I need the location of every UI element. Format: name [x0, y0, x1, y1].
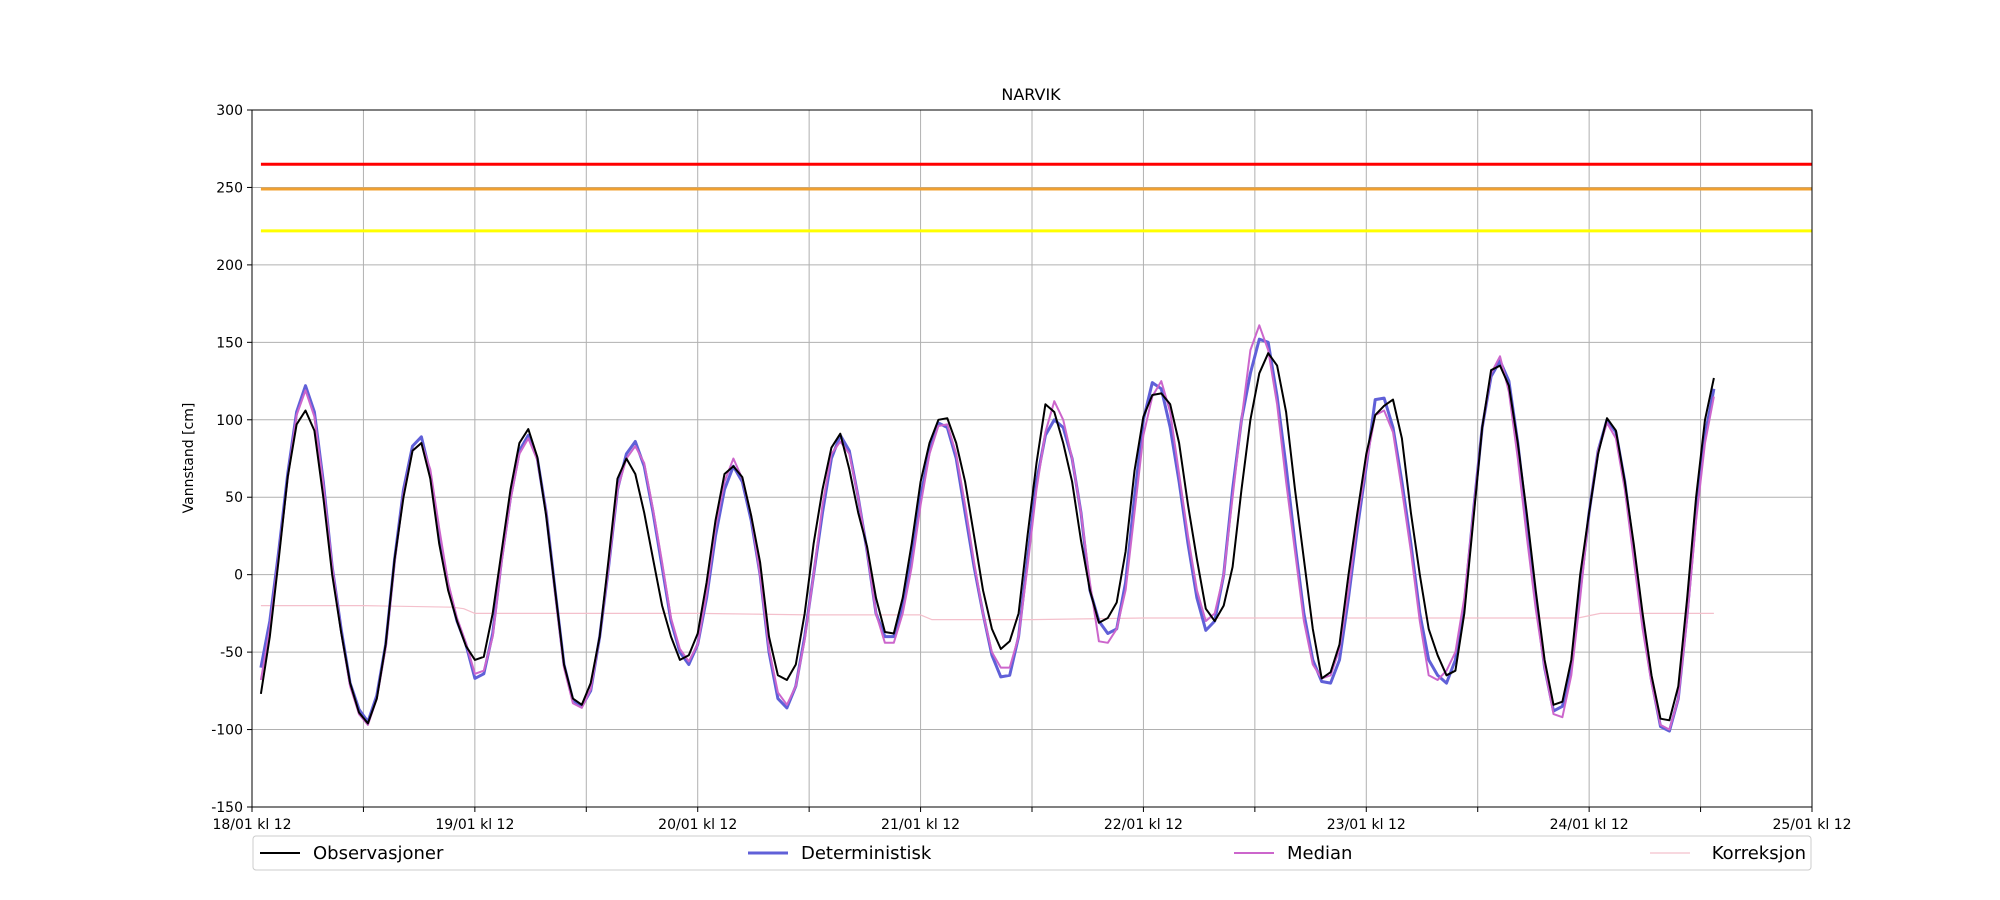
y-tick-label: 50: [225, 490, 243, 506]
x-tick-label: 20/01 kl 12: [658, 817, 737, 833]
chart-title: NARVIK: [1001, 85, 1061, 104]
x-tick-label: 21/01 kl 12: [881, 817, 960, 833]
y-tick-label: -150: [211, 800, 243, 816]
y-tick-label: 200: [216, 258, 243, 274]
legend-label: Median: [1287, 843, 1352, 864]
x-tick-label: 19/01 kl 12: [435, 817, 514, 833]
x-tick-label: 25/01 kl 12: [1772, 817, 1851, 833]
series-line-observasjoner: [259, 352, 1715, 725]
x-tick-label: 24/01 kl 12: [1550, 817, 1629, 833]
series-line-median: [259, 324, 1715, 731]
grid: [251, 109, 1813, 808]
x-tick-label: 22/01 kl 12: [1104, 817, 1183, 833]
legend: Observasjoner Deterministisk Median Korreks…: [252, 835, 1812, 871]
legend-label: Korreksjon: [1712, 843, 1806, 864]
legend-box: [252, 835, 1812, 871]
x-tick-label: 18/01 kl 12: [212, 817, 291, 833]
y-tick-label: 150: [216, 335, 243, 351]
legend-label: Observasjoner: [313, 843, 444, 864]
y-tick-label: 100: [216, 413, 243, 429]
x-tick-label: 23/01 kl 12: [1327, 817, 1406, 833]
threshold-lines: [260, 162, 1812, 233]
series-line-korreksjon: [260, 604, 1714, 621]
series-lines: [259, 324, 1716, 733]
y-tick-label: 300: [216, 103, 243, 119]
y-axis-label: Vannstand [cm]: [181, 403, 197, 514]
y-tick-label: -100: [211, 723, 243, 739]
y-tick-label: 250: [216, 180, 243, 196]
legend-label: Deterministisk: [801, 843, 932, 864]
y-tick-label: -50: [220, 645, 243, 661]
y-tick-label: 0: [234, 568, 243, 584]
axis-ticks: -150 -100 -50 0 50 100 150 200 250 300 18/01 kl 12…: [211, 103, 1851, 833]
